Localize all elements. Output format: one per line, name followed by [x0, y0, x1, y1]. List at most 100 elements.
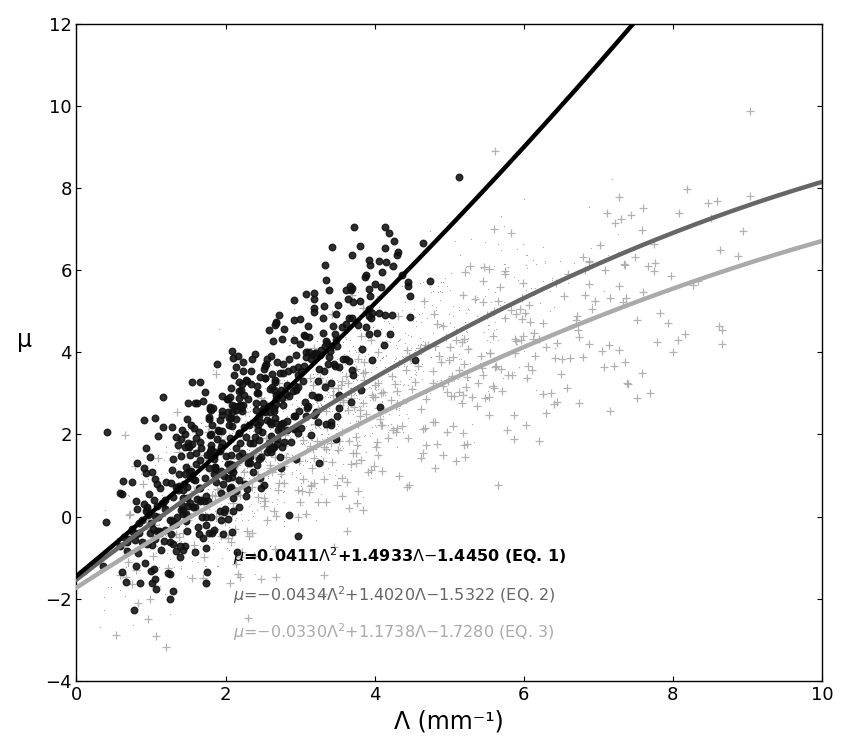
Point [206, 364, 219, 376]
Point [494, 244, 507, 256]
Point [399, 296, 412, 307]
Point [341, 424, 354, 436]
Point [307, 452, 320, 464]
Point [287, 453, 301, 465]
Point [243, 439, 257, 451]
Point [248, 568, 262, 580]
Point [183, 464, 196, 476]
Point [348, 358, 361, 370]
Point [351, 370, 365, 382]
Point [264, 482, 277, 494]
Point [230, 466, 244, 478]
Point [360, 374, 374, 386]
Point [294, 364, 308, 376]
Point [279, 452, 292, 464]
Point [555, 352, 569, 364]
Point [169, 482, 183, 494]
Point [175, 484, 189, 496]
Point [510, 343, 524, 355]
Point [306, 380, 320, 392]
Point [225, 420, 239, 432]
Point [294, 399, 308, 411]
Point [332, 389, 346, 401]
Point [266, 464, 280, 476]
Point [144, 520, 157, 532]
Point [280, 374, 294, 386]
Point [226, 436, 240, 448]
Point [409, 341, 422, 353]
Point [434, 285, 447, 297]
Point [237, 421, 251, 433]
Point [344, 458, 358, 470]
Point [184, 440, 198, 452]
Point [154, 538, 167, 550]
Point [119, 576, 133, 588]
Point [171, 516, 184, 528]
Point [233, 475, 246, 487]
Point [306, 443, 320, 455]
Point [430, 380, 444, 392]
Point [514, 334, 528, 346]
Point [319, 389, 332, 401]
Point [390, 386, 404, 398]
Point [164, 477, 178, 489]
Point [275, 449, 289, 461]
Point [264, 415, 278, 427]
Point [264, 504, 277, 516]
Point [251, 400, 264, 412]
Point [241, 393, 255, 405]
Point [232, 427, 246, 439]
Point [515, 292, 529, 304]
Point [257, 427, 270, 439]
Point [336, 490, 349, 502]
Point [130, 564, 144, 576]
Point [195, 417, 208, 429]
Point [361, 466, 375, 478]
Point [317, 364, 331, 376]
Point [278, 440, 292, 452]
Point [214, 441, 228, 453]
Point [178, 466, 191, 478]
Point [186, 472, 200, 484]
Point [226, 460, 240, 472]
Point [357, 367, 371, 379]
Point [393, 409, 406, 421]
Point [278, 429, 292, 441]
Point [637, 286, 650, 298]
Point [368, 455, 382, 467]
Point [230, 406, 243, 418]
Point [148, 532, 162, 544]
Point [340, 392, 354, 404]
Point [333, 442, 347, 454]
Point [181, 500, 195, 512]
Point [285, 413, 298, 425]
Point [201, 535, 215, 547]
Point [176, 499, 190, 511]
Point [615, 212, 628, 224]
Point [376, 335, 389, 347]
Point [354, 410, 367, 422]
Point [242, 444, 256, 456]
Point [224, 448, 238, 460]
Point [258, 455, 272, 467]
Point [341, 292, 354, 304]
Point [440, 280, 454, 292]
Point [611, 229, 625, 241]
Point [432, 346, 445, 358]
Point [266, 400, 280, 412]
Point [292, 369, 305, 381]
Point [244, 365, 258, 377]
Point [236, 464, 250, 476]
Point [314, 300, 328, 312]
Point [319, 259, 332, 271]
Point [713, 244, 727, 256]
Point [479, 346, 492, 358]
Point [208, 523, 222, 535]
Point [398, 337, 411, 349]
Point [197, 495, 211, 507]
Point [121, 559, 134, 571]
Point [309, 347, 322, 359]
Point [223, 521, 236, 533]
Point [636, 202, 649, 214]
Point [317, 455, 331, 467]
